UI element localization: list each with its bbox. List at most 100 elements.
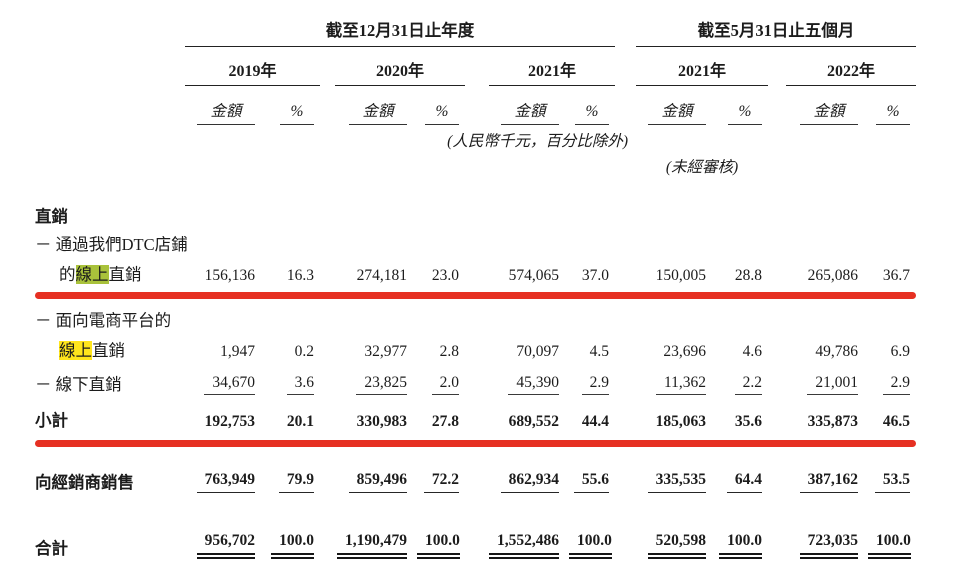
value-cell: 6.9 [890, 343, 911, 360]
spacer [615, 255, 636, 285]
double-underlined-value: 100.0 [271, 532, 314, 559]
value-cell: 36.7 [882, 267, 911, 284]
spacer [636, 125, 916, 151]
value-cell: 44.4 [581, 413, 609, 430]
double-underlined-value: 100.0 [417, 532, 460, 559]
amount-header-label: 金額 [648, 99, 706, 125]
underlined-value: 387,162 [799, 471, 858, 493]
value-cell: 274,181 [356, 267, 407, 284]
spacer [465, 517, 489, 559]
value-cell: 32,977 [364, 343, 407, 360]
value-cell: 28.8 [734, 267, 762, 284]
double-underlined-value: 723,035 [799, 532, 858, 559]
value-cell: 3.6 [265, 361, 320, 395]
value-cell: 72.2 [417, 457, 465, 493]
value-cell: 100.0 [265, 517, 320, 559]
spacer [320, 85, 335, 125]
spacer [35, 46, 185, 85]
spacer [768, 457, 786, 493]
spacer [35, 177, 916, 195]
underlined-value: 11,362 [655, 374, 706, 395]
percent-header: % [868, 85, 916, 125]
value-cell: 689,552 [508, 413, 559, 430]
spacer [35, 151, 636, 177]
highlight-annotation: 線上 [59, 341, 92, 360]
row-label-text: 的 [59, 265, 76, 284]
value-cell: 4.6 [742, 343, 762, 360]
section-row: 直銷 [35, 195, 916, 227]
value-cell: 100.0 [716, 517, 768, 559]
row-label: 的線上直銷 [35, 255, 185, 285]
value-cell: 11,362 [636, 361, 716, 395]
percent-header-label: % [575, 103, 609, 125]
value-cell: 34,670 [185, 361, 265, 395]
value-cell: 956,702 [185, 517, 265, 559]
spacer [768, 255, 786, 285]
value-cell: 2.0 [417, 361, 465, 395]
value-cell: 70,097 [516, 343, 559, 360]
amount-header-label: 金額 [501, 99, 559, 125]
spacer [320, 361, 335, 395]
unaudited-note-row: (未經審核) [35, 151, 916, 177]
spacer [35, 16, 185, 46]
row-label: 線上直銷 [35, 331, 185, 361]
underlined-value: 862,934 [500, 471, 559, 493]
spacer [465, 46, 489, 85]
spacer [615, 46, 636, 85]
value-cell: 330,983 [356, 413, 407, 430]
value-cell: 150,005 [655, 267, 706, 284]
value-cell: 335,873 [807, 413, 858, 430]
red-underline-annotation [35, 440, 917, 447]
spacer [465, 255, 489, 285]
amount-header: 金額 [786, 85, 868, 125]
underlined-value: 72.2 [423, 471, 459, 493]
year-header-2022-5m: 2022年 [786, 46, 917, 86]
value-cell: 20.1 [286, 413, 314, 430]
spacer [320, 395, 335, 431]
year-header-2019: 2019年 [185, 46, 320, 86]
spacer [768, 361, 786, 395]
value-cell: 100.0 [417, 517, 465, 559]
spacer [768, 151, 916, 177]
value-cell: 64.4 [716, 457, 768, 493]
year-header-row: 2019年 2020年 2021年 2021年 2022年 [35, 46, 917, 86]
five-month-group-title: 截至5月31日止五個月 [636, 16, 917, 47]
value-cell: 859,496 [335, 457, 417, 493]
underlined-value: 53.5 [874, 471, 911, 493]
value-cell: 53.5 [868, 457, 916, 493]
value-cell: 55.6 [569, 457, 615, 493]
value-cell: 387,162 [786, 457, 868, 493]
amount-header-label: 金額 [800, 99, 858, 125]
annotation-cell [35, 285, 917, 299]
spacer [320, 46, 335, 85]
underlined-value: 23,825 [356, 374, 407, 395]
value-cell: 2.2 [716, 361, 768, 395]
table-row-offline: － 線下直銷 34,670 3.6 23,825 2.0 45,390 2.9 … [35, 361, 916, 395]
value-cell: 192,753 [204, 413, 255, 430]
value-cell: 46.5 [882, 413, 911, 430]
underlined-value: 2.0 [431, 374, 459, 395]
underlined-value: 763,949 [196, 471, 255, 493]
spacer [465, 331, 489, 361]
spacer [465, 361, 489, 395]
section-label: 直銷 [35, 207, 68, 226]
value-cell: 23.0 [431, 267, 459, 284]
percent-header-label: % [425, 103, 459, 125]
value-cell: 49,786 [815, 343, 858, 360]
spacer [615, 16, 636, 46]
value-cell: 2.9 [868, 361, 916, 395]
underlined-value: 2.2 [734, 374, 762, 395]
value-cell: 1,552,486 [489, 517, 569, 559]
percent-header: % [265, 85, 320, 125]
underlined-value: 2.9 [882, 374, 911, 395]
value-cell: 79.9 [265, 457, 320, 493]
value-cell: 27.8 [431, 413, 459, 430]
table-row-total: 合計 956,702 100.0 1,190,479 100.0 1,552,4… [35, 517, 916, 559]
label-row: － 通過我們DTC店鋪 [35, 227, 916, 255]
double-underlined-value: 100.0 [719, 532, 762, 559]
double-underlined-value: 1,552,486 [489, 532, 559, 559]
unit-note-row: (人民幣千元，百分比除外) [35, 125, 916, 151]
amount-header: 金額 [636, 85, 716, 125]
percent-header: % [569, 85, 615, 125]
